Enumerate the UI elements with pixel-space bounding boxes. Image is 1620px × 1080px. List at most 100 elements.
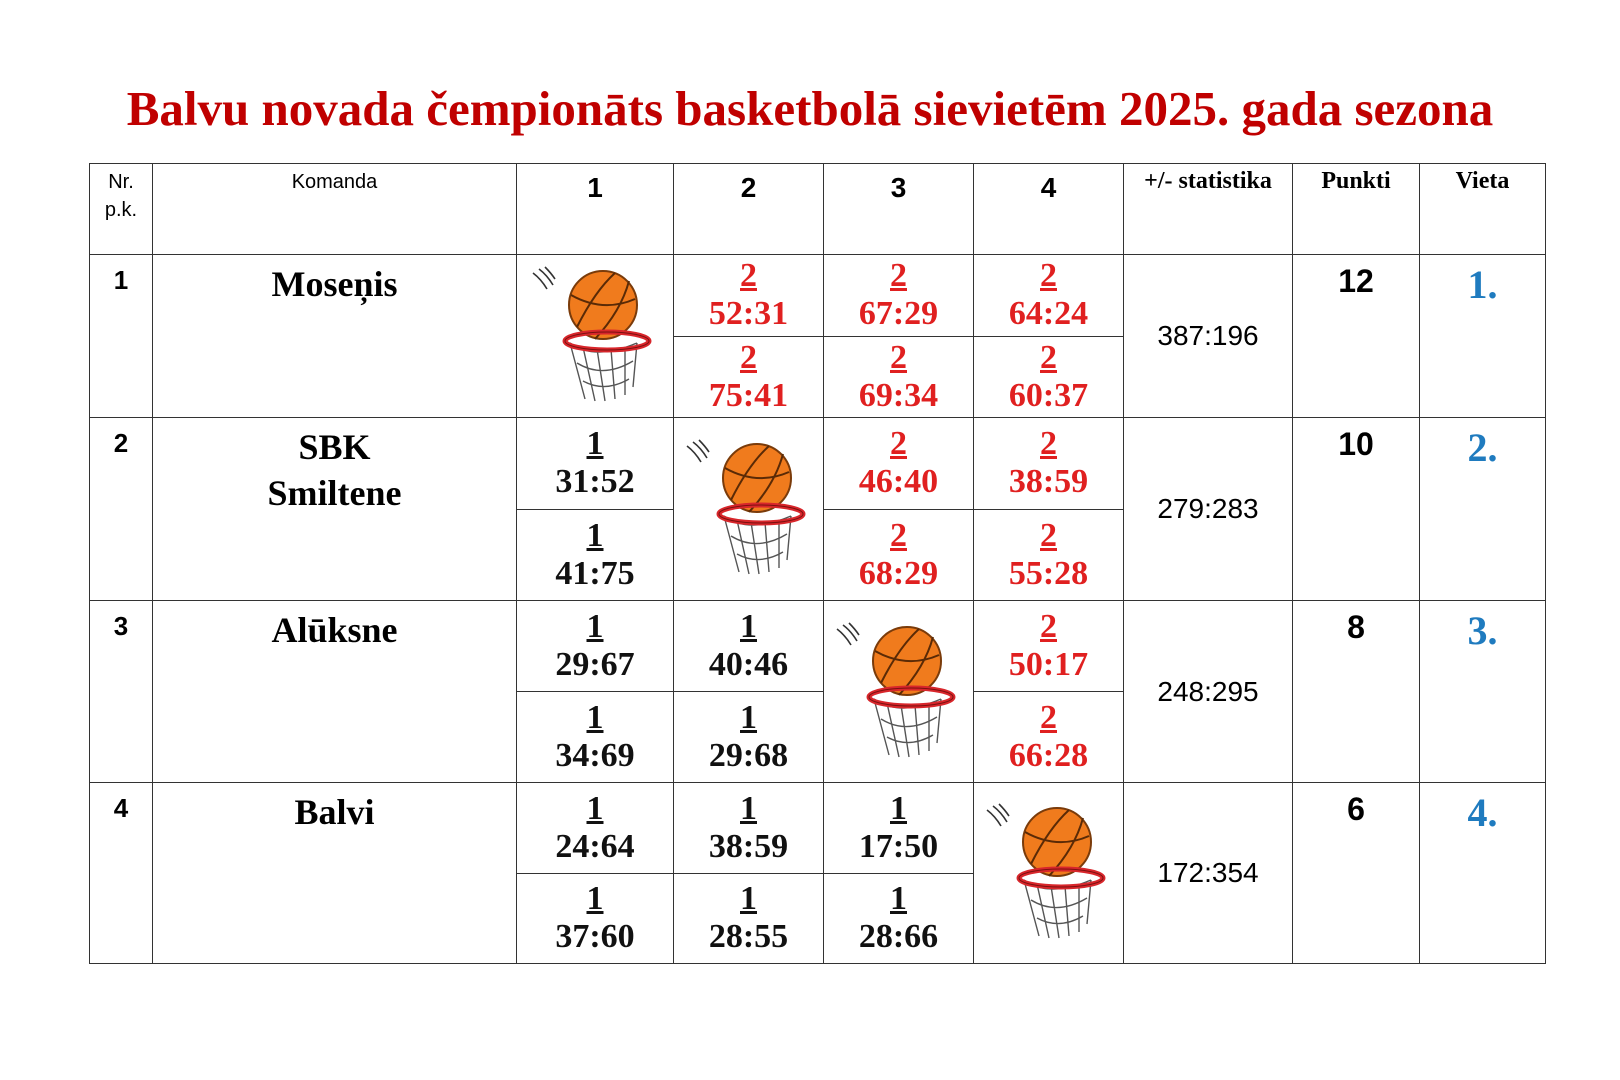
final-place: 3. <box>1419 600 1546 783</box>
header-points: Punkti <box>1292 163 1420 255</box>
match-win: 2 69:34 <box>824 336 973 417</box>
match-points: 2 <box>890 338 907 376</box>
page-title: Balvu novada čempionāts basketbolā sievi… <box>126 81 1494 136</box>
match-points: 2 <box>890 425 907 463</box>
match-score: 29:68 <box>708 737 789 774</box>
match-score: 40:46 <box>708 646 789 683</box>
match-score: 46:40 <box>858 463 939 501</box>
header-stat: +/- statistika <box>1123 163 1293 255</box>
header-row: Nr. p.k. Komanda 1 2 3 4 +/- statistika … <box>89 163 1546 255</box>
match-loss: 1 29:68 <box>674 692 823 783</box>
match-score: 69:34 <box>858 376 939 414</box>
match-pair: 1 17:50 1 28:66 <box>824 783 973 963</box>
final-place: 2. <box>1419 417 1546 601</box>
row-number: 4 <box>89 782 153 964</box>
self-match-cell <box>516 254 674 418</box>
header-col-3: 3 <box>823 163 974 255</box>
match-win: 2 46:40 <box>824 418 973 510</box>
score-statistics: 387:196 <box>1123 254 1293 418</box>
match-cell: 2 38:59 2 55:28 <box>973 417 1124 601</box>
match-pair: 1 40:46 1 29:68 <box>674 601 823 782</box>
match-loss: 1 38:59 <box>674 783 823 874</box>
match-loss: 1 17:50 <box>824 783 973 874</box>
match-pair: 1 31:52 1 41:75 <box>517 418 673 600</box>
match-win: 2 68:29 <box>824 509 973 600</box>
match-score: 55:28 <box>1008 554 1089 592</box>
match-points: 1 <box>740 608 757 645</box>
match-points: 1 <box>586 516 604 554</box>
self-match-cell <box>973 782 1124 964</box>
team-row: 1 Moseņis 2 52:31 2 75:41 2 67:29 2 69:34 2 64:24 2 6… <box>89 254 1546 418</box>
team-name-line: SBK <box>298 427 371 467</box>
match-score: 41:75 <box>555 554 635 592</box>
match-points: 1 <box>586 880 604 918</box>
match-pair: 2 46:40 2 68:29 <box>824 418 973 600</box>
score-statistics: 279:283 <box>1123 417 1293 601</box>
basketball-hoop-icon <box>517 261 673 411</box>
match-score: 28:66 <box>858 918 939 956</box>
header-nr: Nr. p.k. <box>89 163 153 255</box>
score-statistics: 248:295 <box>1123 600 1293 783</box>
basketball-hoop-icon <box>824 617 973 767</box>
match-points: 1 <box>890 880 907 918</box>
final-place: 4. <box>1419 782 1546 964</box>
match-points: 2 <box>890 257 907 295</box>
match-score: 24:64 <box>555 827 635 865</box>
match-score: 17:50 <box>858 827 939 865</box>
match-loss: 1 41:75 <box>517 509 673 600</box>
match-points: 2 <box>1040 516 1057 554</box>
team-name: Alūksne <box>152 600 517 783</box>
match-score: 50:17 <box>1008 646 1089 683</box>
match-cell: 2 67:29 2 69:34 <box>823 254 974 418</box>
match-score: 68:29 <box>858 554 939 592</box>
match-win: 2 50:17 <box>974 601 1123 692</box>
match-points: 2 <box>1040 338 1057 376</box>
match-cell: 1 31:52 1 41:75 <box>516 417 674 601</box>
team-row: 3 Alūksne 1 29:67 1 34:69 1 40:46 1 29:68 2 50:17 2 6… <box>89 600 1546 783</box>
team-row: 2 SBK Smiltene 1 31:52 1 41:75 2 46:40 2 68:29 2 38:… <box>89 417 1546 601</box>
match-score: 66:28 <box>1008 737 1089 774</box>
match-cell: 1 29:67 1 34:69 <box>516 600 674 783</box>
match-pair: 2 38:59 2 55:28 <box>974 418 1123 600</box>
match-score: 37:60 <box>555 918 635 956</box>
total-points: 12 <box>1292 254 1420 418</box>
match-points: 2 <box>890 516 907 554</box>
match-pair: 2 67:29 2 69:34 <box>824 255 973 417</box>
match-win: 2 52:31 <box>674 255 823 337</box>
header-team: Komanda <box>152 163 517 255</box>
match-score: 64:24 <box>1008 295 1089 333</box>
basketball-hoop-icon <box>974 798 1123 948</box>
match-points: 2 <box>740 338 757 376</box>
match-pair: 2 64:24 2 60:37 <box>974 255 1123 417</box>
match-win: 2 67:29 <box>824 255 973 337</box>
self-match-cell <box>673 417 824 601</box>
match-score: 38:59 <box>708 827 789 865</box>
match-cell: 1 17:50 1 28:66 <box>823 782 974 964</box>
match-loss: 1 24:64 <box>517 783 673 874</box>
match-score: 75:41 <box>708 376 789 414</box>
header-col-2: 2 <box>673 163 824 255</box>
team-name: SBK Smiltene <box>152 417 517 601</box>
match-points: 1 <box>740 880 757 918</box>
match-cell: 2 52:31 2 75:41 <box>673 254 824 418</box>
match-cell: 2 50:17 2 66:28 <box>973 600 1124 783</box>
match-pair: 2 52:31 2 75:41 <box>674 255 823 417</box>
total-points: 10 <box>1292 417 1420 601</box>
total-points: 6 <box>1292 782 1420 964</box>
match-win: 2 64:24 <box>974 255 1123 337</box>
team-name-line: Balvi <box>294 792 375 832</box>
match-score: 67:29 <box>858 295 939 333</box>
match-score: 28:55 <box>708 918 789 956</box>
header-col-4: 4 <box>973 163 1124 255</box>
match-points: 1 <box>586 608 604 645</box>
standings-table: Nr. p.k. Komanda 1 2 3 4 +/- statistika … <box>89 163 1546 964</box>
match-loss: 1 29:67 <box>517 601 673 692</box>
match-pair: 1 38:59 1 28:55 <box>674 783 823 963</box>
header-place: Vieta <box>1419 163 1546 255</box>
match-points: 2 <box>1040 699 1057 736</box>
match-score: 34:69 <box>555 737 635 774</box>
match-pair: 1 29:67 1 34:69 <box>517 601 673 782</box>
match-cell: 1 40:46 1 29:68 <box>673 600 824 783</box>
team-name: Balvi <box>152 782 517 964</box>
match-loss: 1 40:46 <box>674 601 823 692</box>
